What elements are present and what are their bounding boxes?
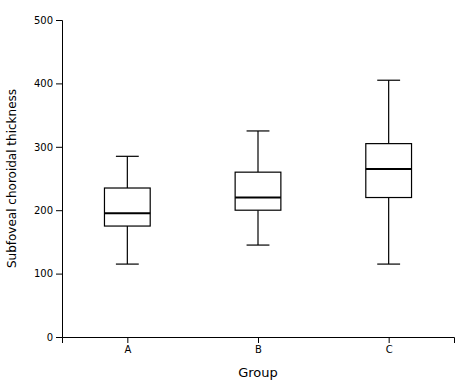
x-tick-label: A — [124, 344, 131, 355]
y-axis: 0 100 200 300 400 500 — [34, 15, 63, 343]
y-tick: 0 — [47, 332, 62, 343]
median — [235, 197, 281, 199]
x-tick: B — [255, 337, 262, 355]
y-tick: 300 — [34, 142, 62, 153]
y-tick-mark — [56, 83, 62, 84]
y-axis-line — [56, 21, 63, 338]
box-group — [235, 131, 281, 245]
y-tick-mark — [56, 147, 62, 148]
y-tick-label: 300 — [34, 142, 53, 153]
x-tick-label: B — [255, 344, 262, 355]
whisker-high — [388, 80, 389, 143]
box — [104, 188, 150, 226]
y-tick-label: 100 — [34, 268, 53, 279]
y-tick: 100 — [34, 268, 62, 279]
whisker-cap-high — [377, 80, 400, 81]
x-tick-mark — [258, 337, 259, 343]
x-axis-line — [63, 338, 455, 344]
y-tick-mark — [56, 20, 62, 21]
whisker-high — [257, 131, 258, 172]
x-tick-mark — [389, 337, 390, 343]
whisker-low — [257, 210, 258, 245]
y-axis-title: Subfoveal choroidal thickness — [5, 89, 19, 268]
box — [366, 144, 412, 198]
y-tick: 500 — [34, 15, 62, 26]
x-tick: C — [386, 337, 393, 355]
marks — [104, 80, 411, 264]
y-tick-label: 200 — [34, 205, 53, 216]
y-tick: 200 — [34, 205, 62, 216]
whisker-cap-low — [377, 263, 400, 264]
y-tick-label: 500 — [34, 15, 53, 26]
y-tick: 400 — [34, 78, 62, 89]
box — [235, 172, 281, 210]
x-axis-title: Group — [238, 365, 278, 380]
box-group — [366, 80, 412, 264]
y-tick-label: 400 — [34, 78, 53, 89]
median — [104, 212, 150, 214]
y-tick-label: 0 — [47, 332, 53, 343]
whisker-cap-low — [247, 244, 270, 245]
box-group — [104, 156, 150, 264]
median — [366, 168, 412, 170]
whisker-high — [127, 156, 128, 188]
y-tick-mark — [56, 210, 62, 211]
x-tick-label: C — [386, 344, 393, 355]
whisker-cap-low — [116, 263, 139, 264]
chart: 0 100 200 300 400 500 A B C Group Subfoveal choroi… — [0, 0, 474, 387]
whisker-low — [127, 226, 128, 264]
whisker-cap-high — [247, 130, 270, 131]
whisker-cap-high — [116, 156, 139, 157]
whisker-low — [388, 198, 389, 265]
x-tick-mark — [127, 337, 128, 343]
y-tick-mark — [56, 274, 62, 275]
x-axis: A B C — [63, 337, 455, 355]
x-tick: A — [124, 337, 131, 355]
y-tick-mark — [56, 337, 62, 338]
plot: 0 100 200 300 400 500 A B C — [34, 15, 455, 355]
